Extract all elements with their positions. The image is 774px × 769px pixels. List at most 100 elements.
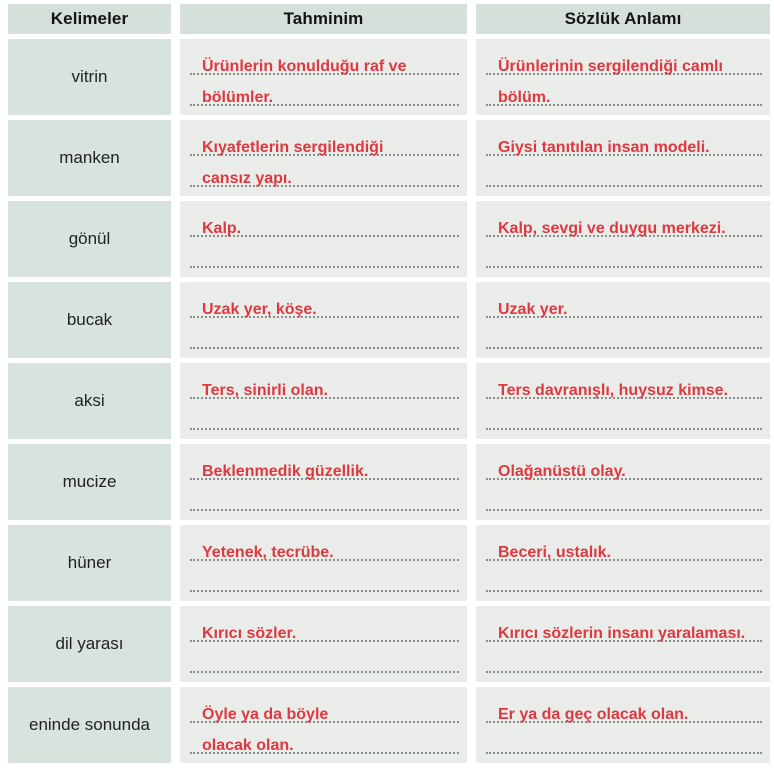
column-header-label: Kelimeler — [50, 9, 129, 28]
dotted-answer-line: Yetenek, tecrübe. — [190, 529, 459, 561]
dotted-answer-line — [486, 561, 762, 592]
word-label: bucak — [66, 310, 113, 329]
dictionary-cell-aksi: Ters davranışlı, huysuz kimse. — [476, 363, 770, 439]
guess-cell-manken: Kıyafetlerin sergilendiği cansız yapı. — [180, 120, 467, 196]
dictionary-cell-dil-yarasi: Kırıcı sözlerin insanı yaralaması. — [476, 606, 770, 682]
dictionary-cell-bucak: Uzak yer. — [476, 282, 770, 358]
dotted-answer-line: Uzak yer, köşe. — [190, 286, 459, 318]
dotted-answer-line — [190, 561, 459, 592]
dotted-answer-line — [486, 723, 762, 754]
dictionary-cell-manken: Giysi tanıtılan insan modeli. — [476, 120, 770, 196]
dotted-answer-line — [190, 237, 459, 268]
column-header-sozluk-anlami: Sözlük Anlamı — [476, 4, 770, 34]
dictionary-text: bölüm. — [498, 89, 551, 107]
dotted-answer-line — [190, 318, 459, 349]
dotted-answer-line: Ters, sinirli olan. — [190, 367, 459, 399]
word-label: aksi — [74, 391, 105, 410]
dotted-answer-line: bölüm. — [486, 75, 762, 107]
guess-text: Ürünlerin konulduğu raf ve — [202, 57, 407, 75]
dotted-answer-line: Giysi tanıtılan insan modeli. — [486, 124, 762, 156]
word-label: eninde sonunda — [28, 715, 150, 734]
dotted-answer-line: Beklenmedik güzellik. — [190, 448, 459, 480]
word-label: hüner — [67, 553, 112, 572]
guess-cell-aksi: Ters, sinirli olan. — [180, 363, 467, 439]
column-header-kelimeler: Kelimeler — [8, 4, 171, 34]
word-cell-bucak: bucak — [8, 282, 171, 358]
guess-text: Kıyafetlerin sergilendiği — [202, 138, 384, 156]
guess-text: Kırıcı sözler. — [202, 624, 297, 642]
guess-cell-vitrin: Ürünlerin konulduğu raf ve bölümler. — [180, 39, 467, 115]
word-cell-vitrin: vitrin — [8, 39, 171, 115]
dictionary-cell-vitrin: Ürünlerinin sergilendiği camlı bölüm. — [476, 39, 770, 115]
column-header-label: Tahminim — [283, 9, 364, 28]
dictionary-cell-eninde-sonunda: Er ya da geç olacak olan. — [476, 687, 770, 763]
column-header-tahminim: Tahminim — [180, 4, 467, 34]
guess-text: Öyle ya da böyle — [202, 705, 329, 723]
word-label: vitrin — [71, 67, 108, 86]
word-cell-dil-yarasi: dil yarası — [8, 606, 171, 682]
dotted-answer-line: Kırıcı sözlerin insanı yaralaması. — [486, 610, 762, 642]
word-label: manken — [59, 148, 120, 167]
guess-text: Ters, sinirli olan. — [202, 381, 328, 399]
guess-text: bölümler. — [202, 89, 274, 107]
dotted-answer-line — [486, 480, 762, 511]
guess-text: Yetenek, tecrübe. — [202, 543, 334, 561]
dotted-answer-line: Kalp, sevgi ve duygu merkezi. — [486, 205, 762, 237]
dictionary-cell-mucize: Olağanüstü olay. — [476, 444, 770, 520]
dotted-answer-line: Er ya da geç olacak olan. — [486, 691, 762, 723]
word-label: gönül — [68, 229, 111, 248]
word-label: mucize — [62, 472, 117, 491]
dotted-answer-line: Uzak yer. — [486, 286, 762, 318]
dotted-answer-line: olacak olan. — [190, 723, 459, 755]
dotted-answer-line — [486, 642, 762, 673]
dotted-answer-line: Ters davranışlı, huysuz kimse. — [486, 367, 762, 399]
guess-text: Uzak yer, köşe. — [202, 300, 317, 318]
dictionary-cell-huner: Beceri, ustalık. — [476, 525, 770, 601]
guess-cell-bucak: Uzak yer, köşe. — [180, 282, 467, 358]
dotted-answer-line — [486, 399, 762, 430]
dotted-answer-line — [486, 318, 762, 349]
dotted-answer-line: Kalp. — [190, 205, 459, 237]
dictionary-text: Kırıcı sözlerin insanı yaralaması. — [498, 624, 746, 642]
dotted-answer-line: Öyle ya da böyle — [190, 691, 459, 723]
dotted-answer-line — [190, 399, 459, 430]
dictionary-cell-gonul: Kalp, sevgi ve duygu merkezi. — [476, 201, 770, 277]
word-cell-manken: manken — [8, 120, 171, 196]
dotted-answer-line — [190, 480, 459, 511]
dictionary-text: Er ya da geç olacak olan. — [498, 705, 689, 723]
dictionary-text: Giysi tanıtılan insan modeli. — [498, 138, 710, 156]
guess-text: cansız yapı. — [202, 170, 292, 188]
guess-cell-eninde-sonunda: Öyle ya da böyle olacak olan. — [180, 687, 467, 763]
dotted-answer-line: Ürünlerinin sergilendiği camlı — [486, 43, 762, 75]
word-cell-gonul: gönül — [8, 201, 171, 277]
guess-cell-huner: Yetenek, tecrübe. — [180, 525, 467, 601]
dotted-answer-line: Beceri, ustalık. — [486, 529, 762, 561]
dotted-answer-line: bölümler. — [190, 75, 459, 107]
dotted-answer-line: Kırıcı sözler. — [190, 610, 459, 642]
word-cell-huner: hüner — [8, 525, 171, 601]
dictionary-text: Ters davranışlı, huysuz kimse. — [498, 381, 729, 399]
guess-cell-dil-yarasi: Kırıcı sözler. — [180, 606, 467, 682]
word-cell-aksi: aksi — [8, 363, 171, 439]
dictionary-text: Uzak yer. — [498, 300, 568, 318]
dictionary-text: Beceri, ustalık. — [498, 543, 611, 561]
guess-text: Kalp. — [202, 219, 242, 237]
dotted-answer-line — [486, 237, 762, 268]
word-cell-eninde-sonunda: eninde sonunda — [8, 687, 171, 763]
dotted-answer-line: Olağanüstü olay. — [486, 448, 762, 480]
dotted-answer-line: Ürünlerin konulduğu raf ve — [190, 43, 459, 75]
dotted-answer-line: cansız yapı. — [190, 156, 459, 188]
vocabulary-table: Kelimeler Tahminim Sözlük Anlamı vitrin … — [8, 4, 770, 763]
guess-text: olacak olan. — [202, 737, 294, 755]
dictionary-text: Ürünlerinin sergilendiği camlı — [498, 57, 723, 75]
dictionary-text: Kalp, sevgi ve duygu merkezi. — [498, 219, 726, 237]
dictionary-text: Olağanüstü olay. — [498, 462, 626, 480]
guess-cell-gonul: Kalp. — [180, 201, 467, 277]
word-label: dil yarası — [55, 634, 124, 653]
guess-cell-mucize: Beklenmedik güzellik. — [180, 444, 467, 520]
dotted-answer-line — [486, 156, 762, 187]
word-cell-mucize: mucize — [8, 444, 171, 520]
dotted-answer-line — [190, 642, 459, 673]
column-header-label: Sözlük Anlamı — [564, 9, 682, 28]
